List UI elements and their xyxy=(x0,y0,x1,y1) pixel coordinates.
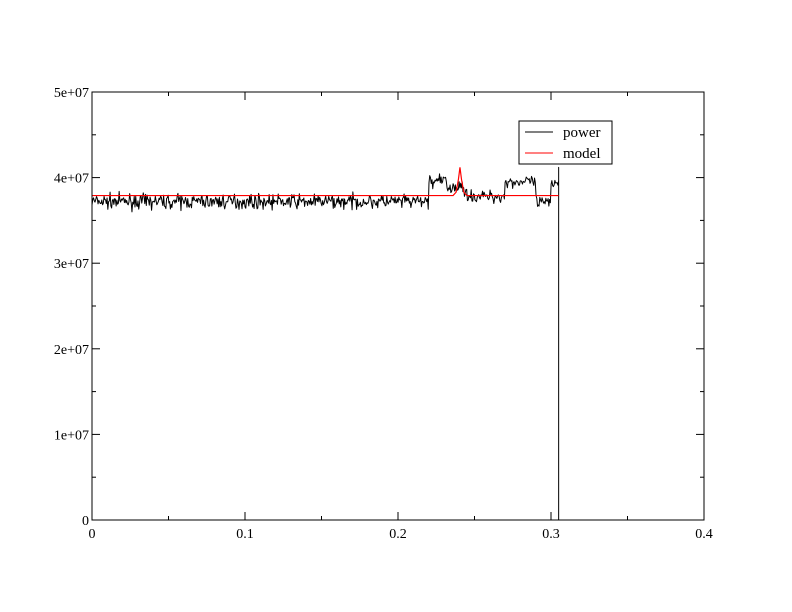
legend: power model xyxy=(518,120,613,165)
x-tick-label: 0.1 xyxy=(236,527,254,542)
x-tick-label: 0 xyxy=(89,527,96,542)
series-line-power xyxy=(91,166,560,520)
series-layer xyxy=(91,166,560,520)
tick-layer: 0 0.1 0.2 0.3 0.4 0 1e+07 2e+07 3e+07 4e+07 5e+07 xyxy=(54,86,713,542)
y-tick-label: 1e+07 xyxy=(54,428,89,443)
y-tick-label: 3e+07 xyxy=(54,257,89,272)
y-tick-label: 4e+07 xyxy=(54,172,89,187)
y-tick-label: 0 xyxy=(82,514,89,529)
legend-box xyxy=(518,120,613,165)
x-tick-label: 0.2 xyxy=(389,527,407,542)
y-tick-label: 5e+07 xyxy=(54,86,89,101)
legend-label-power: power xyxy=(563,125,601,141)
series-line-model xyxy=(92,167,559,197)
legend-label-model: model xyxy=(563,146,601,162)
x-tick-label: 0.4 xyxy=(695,527,713,542)
x-tick-label: 0.3 xyxy=(542,527,560,542)
y-tick-label: 2e+07 xyxy=(54,343,89,358)
